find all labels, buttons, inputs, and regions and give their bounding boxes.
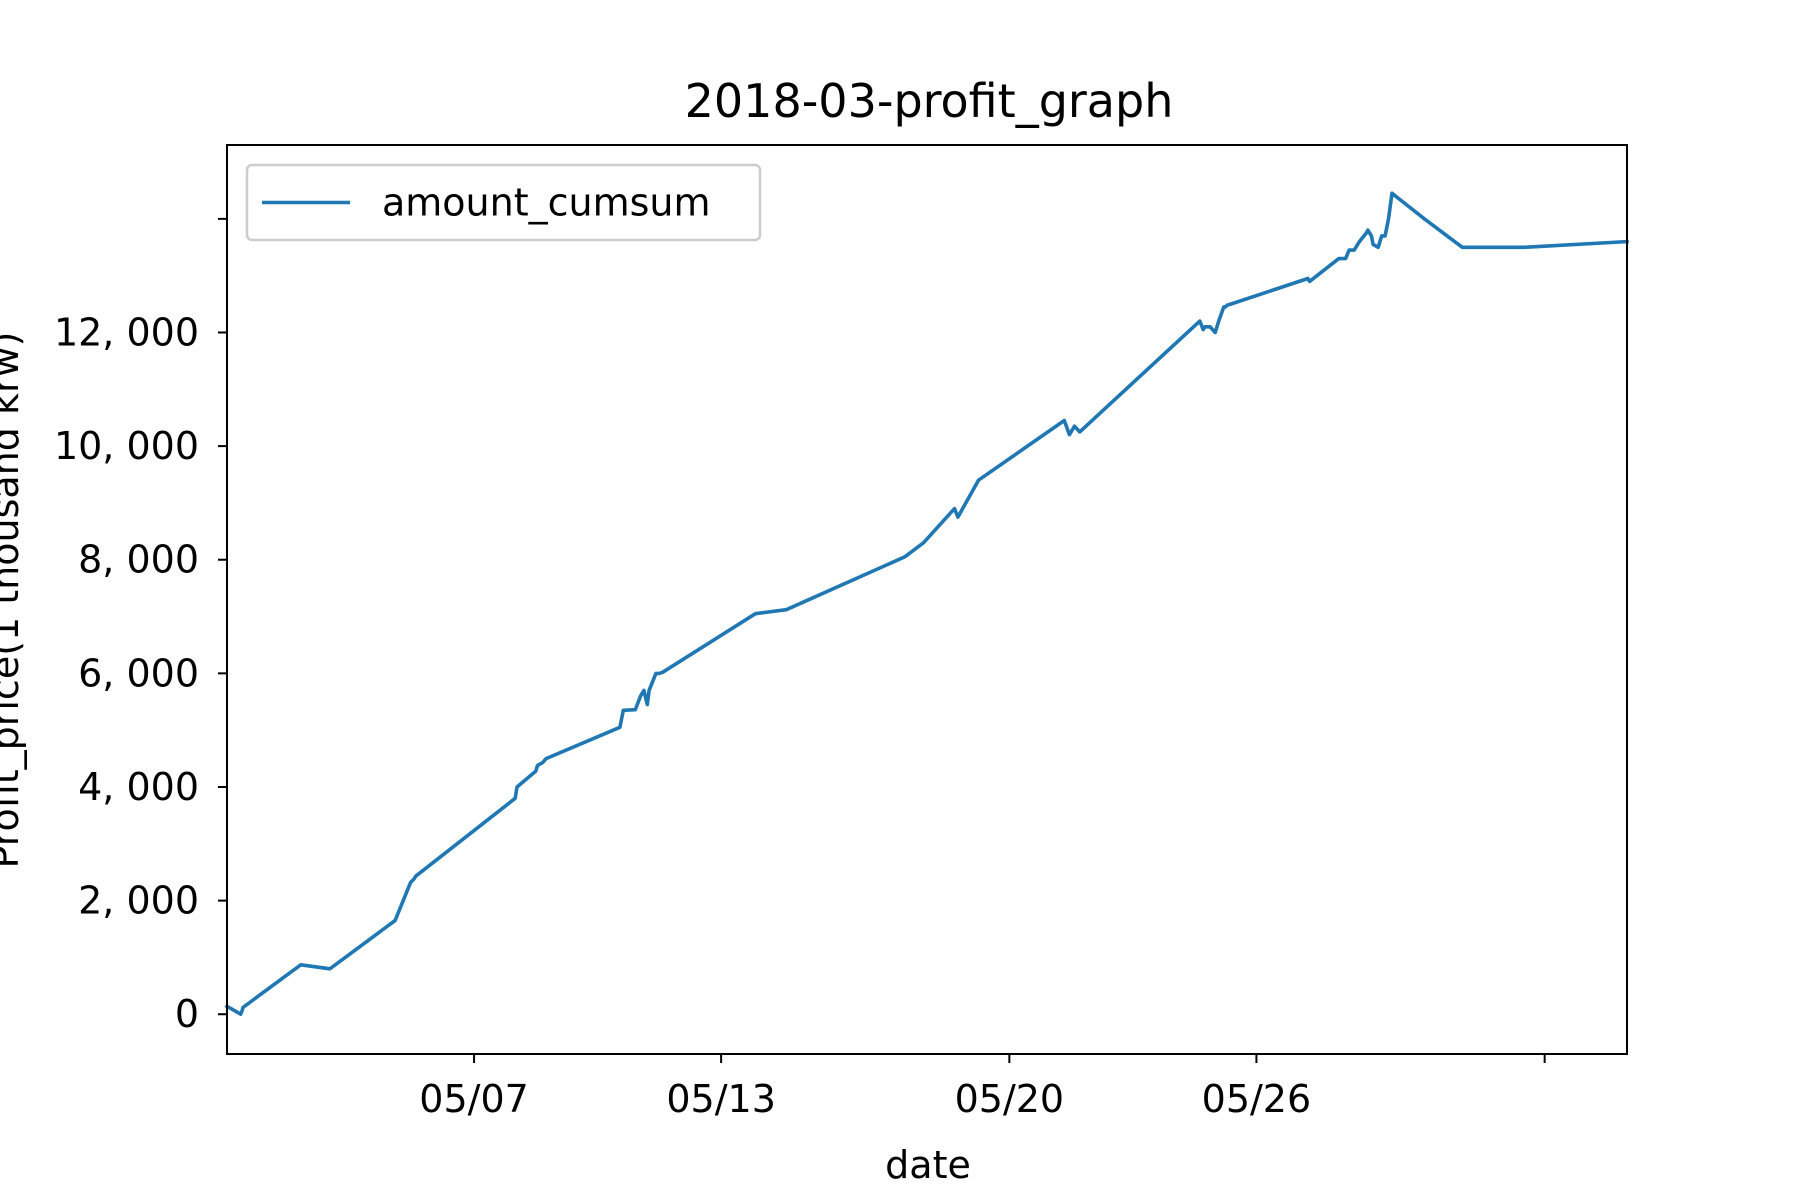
x-tick-label: 05/26: [1202, 1077, 1312, 1121]
y-tick-label: 10, 000: [54, 424, 199, 468]
y-tick-label: 12, 000: [54, 310, 199, 354]
y-axis: 0 2, 000 4, 000 6, 000 8, 000 10, 000 12, 000: [54, 217, 227, 1036]
y-axis-label: Profit_price(1 thousand krw): [0, 332, 27, 869]
x-tick-label: 05/07: [419, 1077, 529, 1121]
x-axis: 05/07 05/13 05/20 05/26: [419, 1054, 1546, 1121]
x-tick-label: 05/20: [955, 1077, 1065, 1121]
x-tick-label: 05/13: [666, 1077, 776, 1121]
legend-frame: [245, 163, 762, 242]
series-line-amount_cumsum: [224, 191, 1629, 1017]
y-tick-label: 8, 000: [78, 538, 199, 582]
chart-title: 2018-03-profit_graph: [685, 74, 1174, 128]
y-tick-label: 0: [175, 992, 199, 1036]
plot-frame: [226, 144, 1628, 1055]
y-tick-label: 2, 000: [78, 879, 199, 923]
y-tick-label: 6, 000: [78, 651, 199, 695]
y-tick-label: 4, 000: [78, 765, 199, 809]
x-axis-label: date: [885, 1143, 971, 1187]
legend-label: amount_cumsum: [382, 181, 711, 225]
plot-area-group: [224, 144, 1629, 1055]
legend: amount_cumsum: [245, 163, 762, 242]
